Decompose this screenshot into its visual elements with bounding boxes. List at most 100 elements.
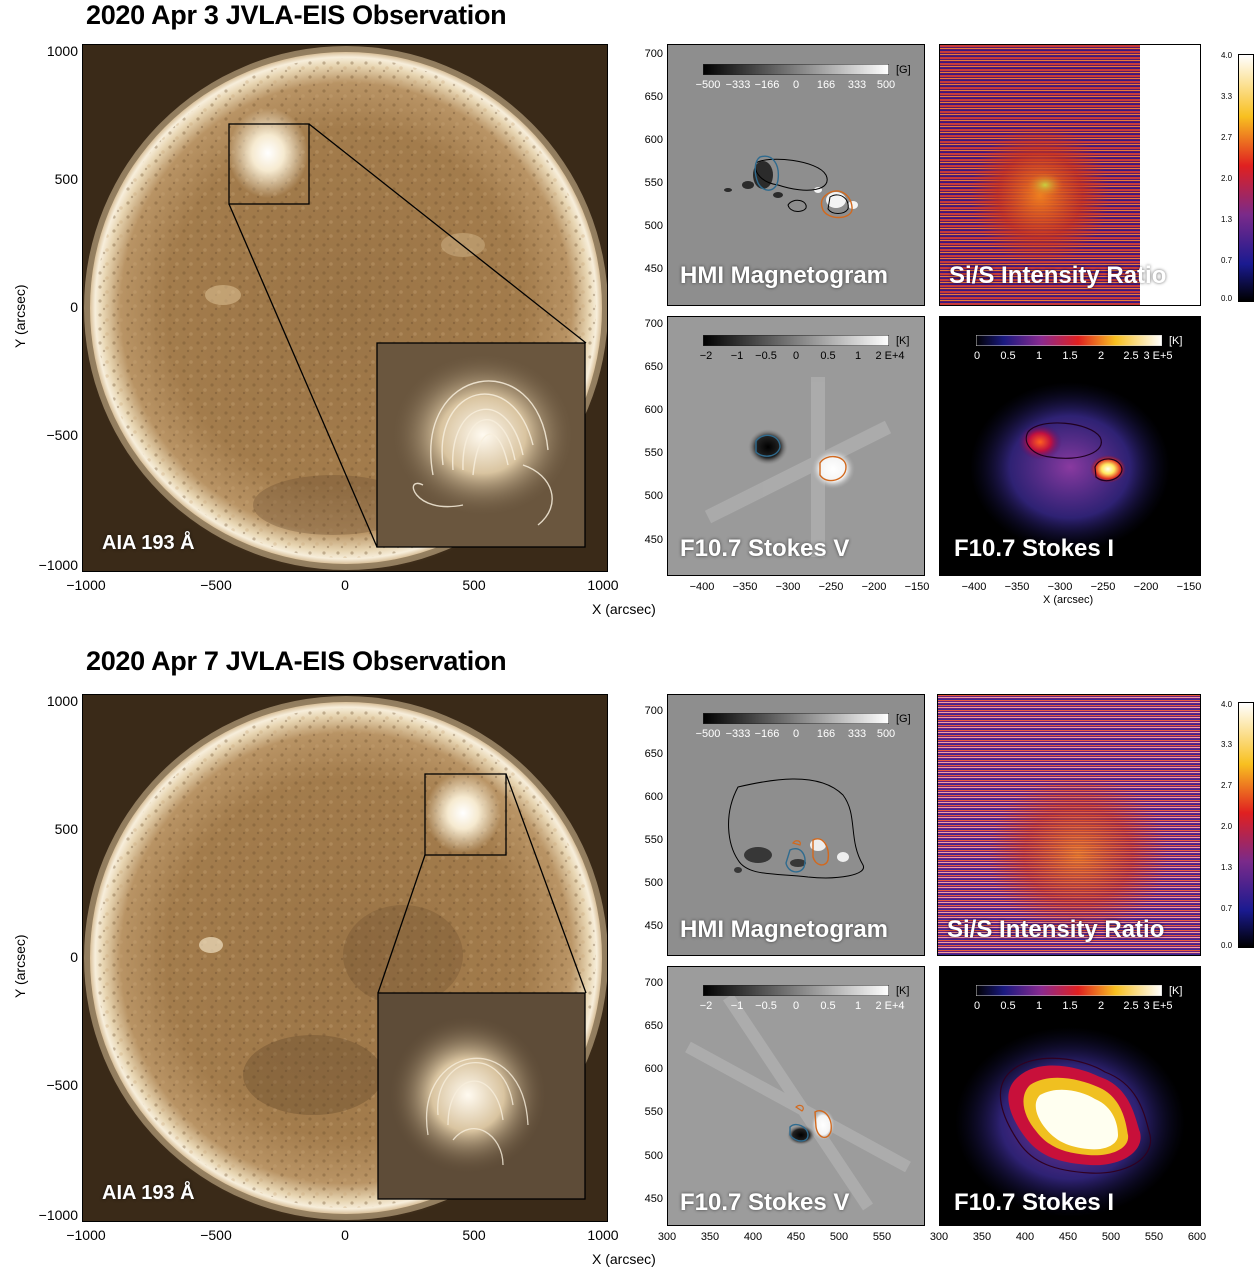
hmi-colorbar: [G] −500 −333 −166 0 166 333 500 [696, 711, 913, 751]
aia-x-tick: 1000 [587, 1227, 619, 1243]
small-y-tick: 600 [644, 1063, 663, 1075]
small-y-tick: 600 [644, 404, 663, 416]
small-x-tick: −300 [775, 581, 801, 593]
stokes-v-panel-label: F10.7 Stokes V [680, 535, 850, 562]
aia-y-tick: 1000 [46, 693, 78, 709]
colorbar-tick: 0 [792, 1000, 800, 1012]
colorbar-tick: −1 [730, 1000, 744, 1012]
stokes-v-panel-label: F10.7 Stokes V [680, 1189, 850, 1216]
aia-panel-label: AIA 193 Å [102, 1182, 195, 1204]
small-y-tick: 650 [644, 361, 663, 373]
colorbar-tick: 2 [1097, 350, 1105, 362]
small-y-tick: 650 [644, 91, 663, 103]
aia-full-disk-panel [82, 44, 608, 572]
small-y-tick: 500 [644, 490, 663, 502]
stokes-v-image [668, 317, 924, 575]
small-x-tick: −300 [1047, 581, 1073, 593]
small-x-tick: 300 [929, 1231, 949, 1243]
colorbar-tick: 500 [876, 728, 896, 740]
hmi-panel-label: HMI Magnetogram [680, 916, 889, 943]
colorbar-tick: 2.5 [1123, 1000, 1139, 1012]
ratio-colorbar-tick: 2.0 [1221, 174, 1233, 183]
stokes-i-panel [939, 966, 1201, 1226]
colorbar-tick: 0 [973, 350, 981, 362]
small-y-tick: 550 [644, 177, 663, 189]
small-x-tick: 450 [786, 1231, 806, 1243]
stokes-v-colorbar: [K] −2 −1 −0.5 0 0.5 1 2 E+4 [700, 983, 913, 1023]
small-x-tick: −200 [1133, 581, 1159, 593]
ratio-colorbar-tick: 4.0 [1221, 700, 1233, 709]
colorbar-tick: 333 [847, 79, 867, 91]
hmi-magnetogram-panel [667, 44, 925, 306]
stokes-v-panel [667, 966, 925, 1226]
colorbar-tick: −2 [699, 350, 713, 362]
colorbar-tick: 2 E+4 [875, 1000, 905, 1012]
aia-x-tick: 1000 [587, 577, 619, 593]
ratio-colorbar-tick: 3.3 [1221, 92, 1233, 101]
small-y-tick: 450 [644, 534, 663, 546]
aia-y-tick: 500 [54, 171, 78, 187]
aia-y-tick: −1000 [38, 557, 78, 573]
colorbar-tick: 0.5 [820, 350, 836, 362]
hmi-magnetogram-panel [667, 694, 925, 956]
small-y-tick: 500 [644, 877, 663, 889]
ratio-colorbar-tick: 0.7 [1221, 904, 1233, 913]
ratio-panel-label: Si/S Intensity Ratio [947, 916, 1165, 943]
aia-full-disk-image [83, 695, 607, 1221]
colorbar-tick: −166 [754, 79, 780, 91]
ratio-colorbar-tick: 3.3 [1221, 740, 1233, 749]
colorbar-tick: 2.5 [1123, 350, 1139, 362]
colorbar-tick: −333 [725, 728, 751, 740]
ratio-colorbar-tick: 4.0 [1221, 51, 1233, 60]
small-x-tick: 400 [743, 1231, 763, 1243]
stokes-i-colorbar: [K] 0 0.5 1 1.5 2 2.5 3 E+5 [973, 333, 1192, 373]
aia-x-tick: −1000 [66, 577, 106, 593]
small-y-tick: 700 [644, 318, 663, 330]
small-x-tick: 500 [829, 1231, 849, 1243]
si-s-ratio-image [938, 695, 1200, 955]
colorbar-tick: 166 [816, 79, 836, 91]
aia-x-axis-label: X (arcsec) [592, 601, 656, 617]
colorbar-tick: 1 [854, 350, 862, 362]
aia-x-tick: −500 [200, 1227, 232, 1243]
aia-full-disk-image [83, 45, 607, 571]
small-x-tick: −150 [1176, 581, 1202, 593]
row2-title: 2020 Apr 7 JVLA-EIS Observation [86, 646, 507, 676]
aia-x-tick: 500 [462, 577, 486, 593]
colorbar-tick: 3 E+5 [1143, 350, 1173, 362]
colorbar-tick: 0 [973, 1000, 981, 1012]
aia-panel-label: AIA 193 Å [102, 532, 195, 554]
small-x-tick: 500 [1101, 1231, 1121, 1243]
stokes-i-colorbar: [K] 0 0.5 1 1.5 2 2.5 3 E+5 [973, 983, 1192, 1023]
small-x-tick: 600 [1187, 1231, 1207, 1243]
aia-y-tick: −500 [46, 427, 78, 443]
aia-x-axis-label: X (arcsec) [592, 1251, 656, 1267]
small-x-tick: −250 [818, 581, 844, 593]
aia-y-tick: 0 [70, 299, 78, 315]
small-y-tick: 550 [644, 447, 663, 459]
stokes-i-image [940, 317, 1200, 575]
ratio-colorbar-tick: 0.0 [1221, 294, 1233, 303]
small-y-tick: 700 [644, 977, 663, 989]
colorbar-tick: 1.5 [1062, 350, 1078, 362]
hmi-magnetogram-image [668, 45, 924, 305]
small-x-tick: 450 [1058, 1231, 1078, 1243]
small-y-tick: 450 [644, 1193, 663, 1205]
aia-x-tick: 0 [341, 1227, 349, 1243]
colorbar-tick: 1 [1035, 1000, 1043, 1012]
small-y-tick: 450 [644, 263, 663, 275]
colorbar-tick: −500 [695, 728, 721, 740]
aia-x-tick: −500 [200, 577, 232, 593]
aia-y-axis-label: Y (arcsec) [12, 934, 28, 998]
colorbar-unit: [G] [896, 64, 911, 76]
colorbar-tick: 1 [854, 1000, 862, 1012]
colorbar-tick: −333 [725, 79, 751, 91]
colorbar-tick: −166 [754, 728, 780, 740]
small-y-tick: 500 [644, 220, 663, 232]
small-x-axis-label: X (arcsec) [1043, 594, 1094, 606]
stokes-v-colorbar: [K] −2 −1 −0.5 0 0.5 1 2 E+4 [699, 333, 913, 373]
small-x-tick: 300 [657, 1231, 677, 1243]
hmi-panel-label: HMI Magnetogram [680, 262, 889, 289]
ratio-colorbar [1238, 54, 1254, 302]
stokes-v-image [668, 967, 924, 1225]
